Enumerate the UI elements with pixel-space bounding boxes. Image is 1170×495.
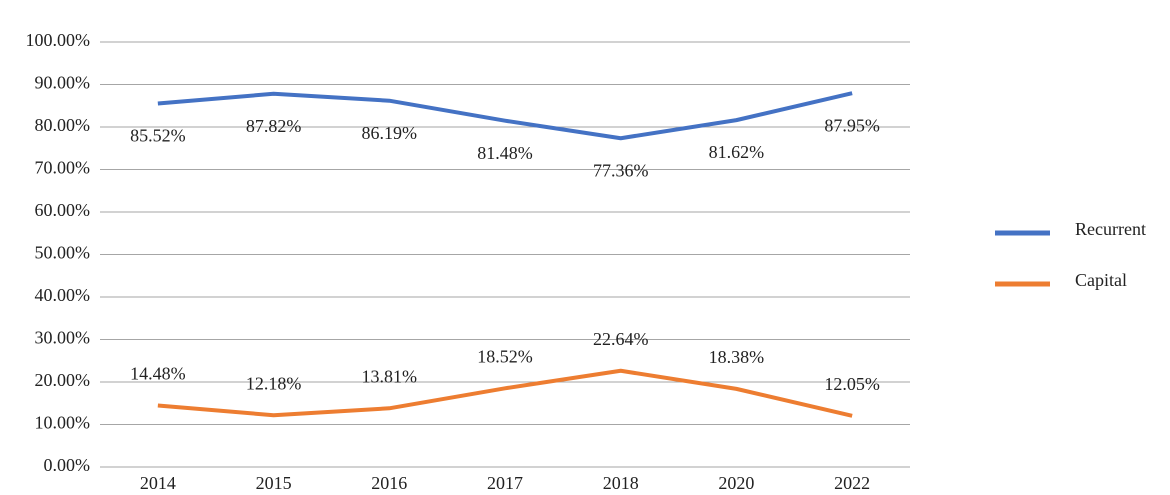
x-tick-label: 2017 [487,473,523,493]
data-label: 81.62% [709,142,765,162]
data-label: 13.81% [362,366,418,386]
x-tick-label: 2016 [371,473,407,493]
y-tick-label: 0.00% [44,455,91,475]
legend-label: Capital [1075,270,1127,290]
x-tick-label: 2018 [603,473,639,493]
y-tick-label: 100.00% [26,30,91,50]
y-tick-label: 30.00% [35,328,91,348]
data-label: 12.18% [246,373,302,393]
series-line [157,368,853,418]
data-label: 14.48% [130,364,186,384]
x-tick-label: 2022 [834,473,870,493]
y-tick-label: 90.00% [35,73,91,93]
data-label: 87.82% [246,116,302,136]
y-tick-label: 60.00% [35,200,91,220]
data-label: 77.36% [593,160,649,180]
series-line [157,91,853,141]
data-label: 12.05% [824,374,880,394]
y-tick-label: 40.00% [35,285,91,305]
y-tick-label: 50.00% [35,243,91,263]
y-tick-label: 70.00% [35,158,91,178]
x-tick-label: 2020 [718,473,754,493]
legend-label: Recurrent [1075,219,1146,239]
data-label: 85.52% [130,126,186,146]
data-label: 87.95% [824,115,880,135]
data-label: 22.64% [593,329,649,349]
data-label: 18.38% [709,347,765,367]
x-tick-label: 2014 [140,473,176,493]
data-label: 86.19% [362,123,418,143]
data-label: 18.52% [477,346,533,366]
y-tick-label: 10.00% [35,413,91,433]
y-tick-label: 80.00% [35,115,91,135]
data-label: 81.48% [477,143,533,163]
y-tick-label: 20.00% [35,370,91,390]
x-tick-label: 2015 [256,473,292,493]
